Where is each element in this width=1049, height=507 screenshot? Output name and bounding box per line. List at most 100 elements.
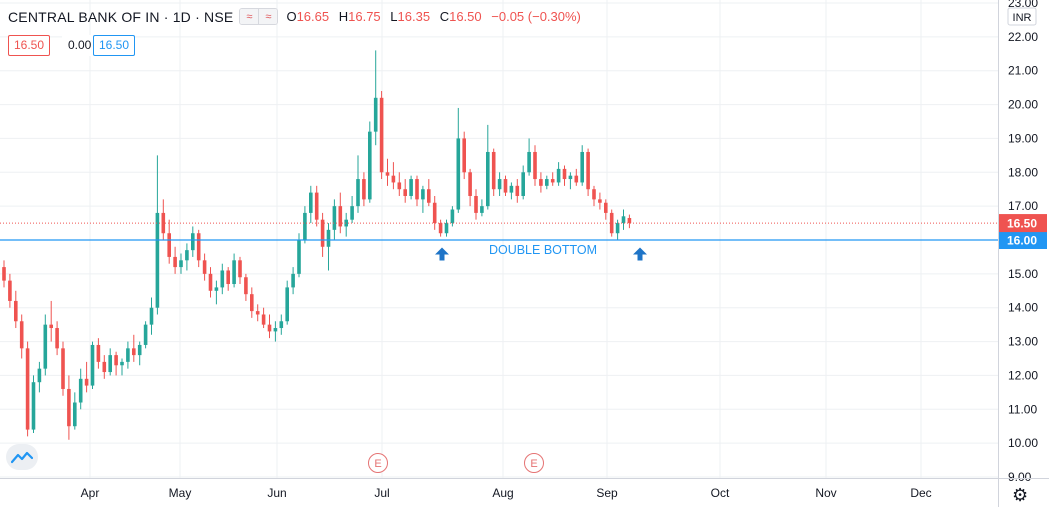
pill-b[interactable]: ≈ bbox=[258, 9, 278, 24]
candle-body bbox=[562, 168, 567, 180]
candle-body bbox=[521, 172, 525, 196]
candle-body bbox=[574, 175, 579, 183]
indicator-pills[interactable]: ≈ ≈ bbox=[239, 8, 279, 25]
candle-body bbox=[25, 348, 30, 430]
pill-a[interactable]: ≈ bbox=[240, 9, 259, 24]
candle-body bbox=[255, 311, 260, 315]
candle-body bbox=[185, 250, 189, 261]
candle-body bbox=[368, 131, 372, 200]
candle-body bbox=[480, 206, 484, 213]
candle-body bbox=[208, 273, 213, 291]
candle-body bbox=[31, 382, 36, 430]
candle-body bbox=[96, 344, 101, 362]
candle-body bbox=[444, 223, 449, 234]
candle-body bbox=[509, 185, 514, 193]
candle-body bbox=[421, 189, 425, 200]
candle-body bbox=[214, 287, 219, 291]
candle-body bbox=[568, 175, 573, 180]
candle-body bbox=[137, 344, 142, 356]
candle-body bbox=[503, 179, 508, 193]
candle-body bbox=[179, 260, 183, 268]
candle-body bbox=[598, 199, 602, 203]
earnings-marker[interactable]: E bbox=[368, 453, 388, 473]
candle-body bbox=[8, 280, 12, 301]
y-tick-label: 15.00 bbox=[1008, 267, 1038, 281]
candle-body bbox=[279, 321, 284, 329]
change-value: −0.05 (−0.30%) bbox=[491, 9, 581, 24]
y-tick-label: 19.00 bbox=[1008, 131, 1038, 145]
x-tick-label: Dec bbox=[910, 486, 931, 500]
candle-body bbox=[61, 348, 65, 389]
candle-body bbox=[2, 267, 6, 281]
candle-body bbox=[143, 324, 148, 345]
high-value: 16.75 bbox=[348, 9, 381, 24]
candle-body bbox=[391, 175, 396, 183]
double-bottom-annotation: DOUBLE BOTTOM bbox=[489, 243, 597, 257]
candle-body bbox=[427, 189, 431, 203]
candle-body bbox=[244, 277, 248, 295]
up-arrow-icon bbox=[633, 247, 647, 261]
candle-body bbox=[556, 168, 561, 183]
symbol-title[interactable]: CENTRAL BANK OF IN · 1D · NSE bbox=[8, 8, 234, 25]
candle-body bbox=[627, 217, 632, 224]
candle-body bbox=[220, 270, 225, 288]
candle-body bbox=[202, 260, 207, 274]
earnings-marker-label: E bbox=[530, 458, 537, 470]
candle-body bbox=[297, 240, 301, 274]
candle-body bbox=[291, 273, 295, 288]
ohlc-values: O16.65 H16.75 L16.35 C16.50 −0.05 (−0.30… bbox=[286, 9, 581, 24]
up-arrow-icon bbox=[435, 247, 449, 261]
tradingview-logo-icon[interactable] bbox=[6, 444, 38, 470]
x-tick-label: Aug bbox=[492, 486, 513, 500]
candle-body bbox=[609, 212, 614, 234]
close-value: 16.50 bbox=[449, 9, 482, 24]
x-tick-label: Jul bbox=[374, 486, 389, 500]
candle-body bbox=[438, 223, 443, 234]
candle-body bbox=[261, 314, 266, 325]
spread-value: 0.00 bbox=[62, 35, 98, 56]
candle-body bbox=[73, 402, 77, 427]
y-tick-label: 11.00 bbox=[1008, 402, 1037, 416]
y-tick-label: 20.00 bbox=[1008, 98, 1038, 112]
candle-body bbox=[344, 219, 348, 227]
candle-body bbox=[14, 300, 18, 322]
candle-body bbox=[120, 361, 124, 366]
low-value: 16.35 bbox=[397, 9, 431, 24]
candle-body bbox=[43, 324, 48, 369]
candle-body bbox=[468, 172, 472, 196]
candle-body bbox=[84, 378, 89, 386]
candle-body bbox=[409, 179, 413, 196]
x-tick-label: Jun bbox=[267, 486, 286, 500]
x-tick-label: Sep bbox=[596, 486, 618, 500]
candle-body bbox=[615, 223, 620, 234]
candle-body bbox=[550, 179, 555, 183]
candle-body bbox=[356, 179, 360, 207]
candle-body bbox=[332, 206, 337, 230]
y-tick-label: 14.00 bbox=[1008, 301, 1038, 315]
candle-body bbox=[397, 182, 402, 190]
candle-body bbox=[491, 151, 496, 190]
y-tick-label: 21.00 bbox=[1008, 64, 1038, 78]
candle-body bbox=[320, 219, 325, 247]
candle-body bbox=[527, 151, 531, 173]
y-tick-label: 10.00 bbox=[1008, 436, 1038, 450]
sell-price-button[interactable]: 16.50 bbox=[8, 35, 51, 56]
candle-body bbox=[155, 212, 160, 308]
y-tick-label: 23.00 bbox=[1008, 0, 1038, 10]
candle-body bbox=[432, 202, 437, 224]
candle-body bbox=[456, 138, 461, 210]
gear-icon[interactable]: ⚙ bbox=[1012, 485, 1029, 505]
candle-body bbox=[580, 151, 584, 183]
candle-body bbox=[273, 328, 278, 332]
x-tick-label: May bbox=[169, 486, 192, 500]
candle-body bbox=[285, 287, 289, 322]
earnings-marker-label: E bbox=[374, 458, 381, 470]
candle-body bbox=[515, 185, 520, 196]
support-price-label: 16.00 bbox=[1007, 234, 1037, 248]
candle-body bbox=[173, 256, 177, 268]
buy-price-button[interactable]: 16.50 bbox=[93, 35, 136, 56]
earnings-marker[interactable]: E bbox=[524, 453, 544, 473]
currency-label: INR bbox=[1013, 12, 1032, 24]
candle-body bbox=[167, 233, 171, 257]
